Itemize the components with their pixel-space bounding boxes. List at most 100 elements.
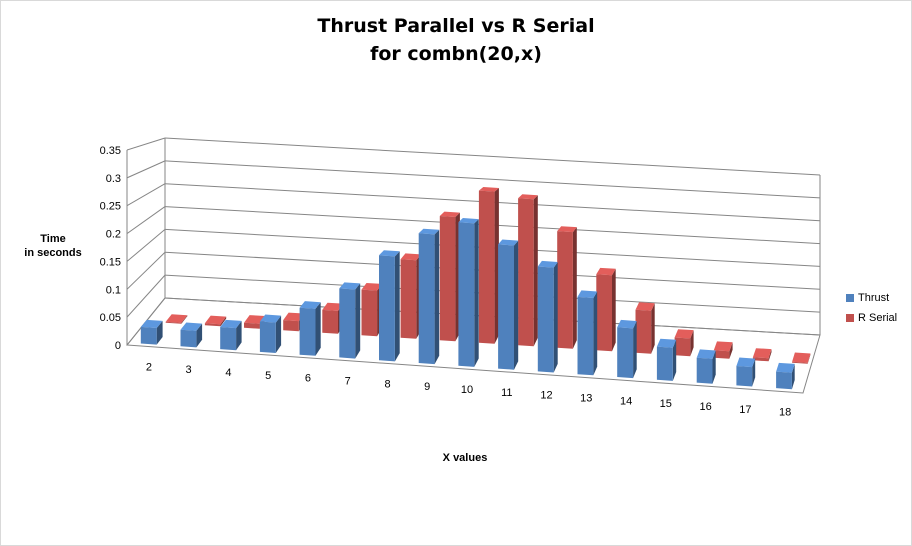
bar-top [478, 187, 499, 192]
side-gridline [126, 274, 166, 318]
bar-thrust-6 [299, 301, 321, 356]
bar-r-serial-7 [361, 283, 382, 337]
bar-r-serial-10 [478, 187, 499, 344]
bar-front [635, 309, 652, 354]
bar-front [713, 350, 730, 359]
bar-front [674, 337, 691, 357]
bar-front [656, 346, 673, 381]
bar-r-serial-17 [752, 348, 772, 362]
bar-side [275, 315, 282, 353]
bar-top [180, 322, 203, 331]
bar-r-serial-12 [557, 226, 577, 349]
x-tick-label: 5 [265, 370, 271, 382]
bar-front [244, 322, 260, 329]
bar-front [498, 244, 514, 370]
side-gridline [126, 229, 166, 262]
bar-front [617, 327, 634, 379]
chart-title-line1: Thrust Parallel vs R Serial [317, 15, 595, 37]
side-gridline [126, 183, 166, 207]
legend-item-thrust: Thrust [846, 289, 897, 307]
x-tick-label: 15 [660, 398, 672, 410]
bar-top [339, 282, 361, 290]
x-tick-label: 9 [424, 381, 430, 393]
bar-top [299, 301, 321, 309]
x-tick-label: 13 [580, 393, 592, 405]
floor [126, 297, 821, 394]
bar-thrust-4 [220, 319, 242, 351]
chart-title-line2: for combn(20,x) [370, 43, 542, 65]
bar-front [792, 361, 808, 364]
bar-top [736, 357, 756, 368]
bar-thrust-11 [498, 239, 519, 370]
bar-side [494, 188, 499, 344]
bar-side [712, 350, 716, 384]
legend-swatch-r-serial [846, 314, 854, 322]
bar-r-serial-14 [635, 302, 655, 354]
bar-top [635, 302, 655, 311]
bar-front [458, 222, 475, 367]
y-axis-label-line2: in seconds [24, 247, 82, 259]
bar-front [299, 307, 316, 356]
bar-top [322, 302, 344, 311]
bar-top [792, 352, 811, 363]
bar-top [259, 314, 282, 323]
bar-side [768, 349, 772, 362]
bar-top [537, 260, 558, 268]
bar-top [617, 319, 637, 329]
y-tick-label: 0.25 [100, 201, 121, 213]
bar-thrust-15 [656, 338, 677, 381]
y-tick-label: 0.3 [106, 173, 121, 185]
legend-label-thrust: Thrust [858, 292, 890, 304]
legend-label-r-serial: R Serial [858, 312, 898, 324]
bar-r-serial-8 [400, 253, 421, 339]
bar-r-serial-18 [792, 352, 811, 364]
x-axis-label: X values [442, 452, 488, 464]
bar-top [204, 315, 227, 325]
bar-thrust-17 [736, 357, 756, 387]
bar-top [140, 319, 163, 328]
bar-side [196, 323, 203, 348]
legend-swatch-thrust [846, 294, 854, 302]
side-gridline [126, 251, 166, 290]
y-tick-label: 0.05 [100, 312, 121, 324]
bar-thrust-14 [617, 319, 637, 379]
bar-top [596, 267, 616, 276]
y-tick-label: 0.1 [106, 284, 121, 296]
bar-front [776, 371, 792, 390]
bar-side [355, 283, 361, 359]
bar-top [577, 290, 598, 298]
bar-side [394, 251, 400, 362]
bar-top [165, 314, 188, 323]
bar-top [656, 338, 677, 348]
bar-side [633, 321, 637, 379]
legend-item-r-serial: R Serial [846, 309, 897, 327]
bar-thrust-9 [418, 228, 440, 365]
bar-top [439, 211, 460, 217]
x-tick-label: 16 [699, 401, 711, 413]
y-tick-label: 0.2 [106, 229, 121, 241]
bar-thrust-16 [696, 349, 716, 384]
x-tick-label: 10 [461, 384, 473, 396]
bar-top [518, 194, 538, 200]
bar-r-serial-16 [713, 341, 733, 359]
y-axis-label: Time in seconds [18, 232, 88, 260]
bar-top [498, 239, 519, 246]
bar-front [379, 255, 395, 362]
bar-thrust-12 [537, 260, 558, 373]
bar-side [220, 316, 227, 327]
x-tick-label: 6 [305, 373, 311, 385]
bar-side [514, 240, 519, 370]
bar-r-serial-11 [518, 194, 538, 347]
bar-top [752, 348, 772, 359]
bar-front [165, 321, 182, 324]
bar-front [220, 327, 237, 351]
bar-front [557, 231, 573, 349]
bar-thrust-2 [140, 319, 163, 345]
bar-side [752, 358, 756, 387]
back-gridline [164, 160, 821, 199]
bar-thrust-5 [259, 314, 282, 353]
bar-front [418, 233, 435, 365]
bar-side [181, 315, 188, 324]
x-tick-label: 12 [540, 390, 552, 402]
bar-thrust-7 [339, 282, 361, 359]
